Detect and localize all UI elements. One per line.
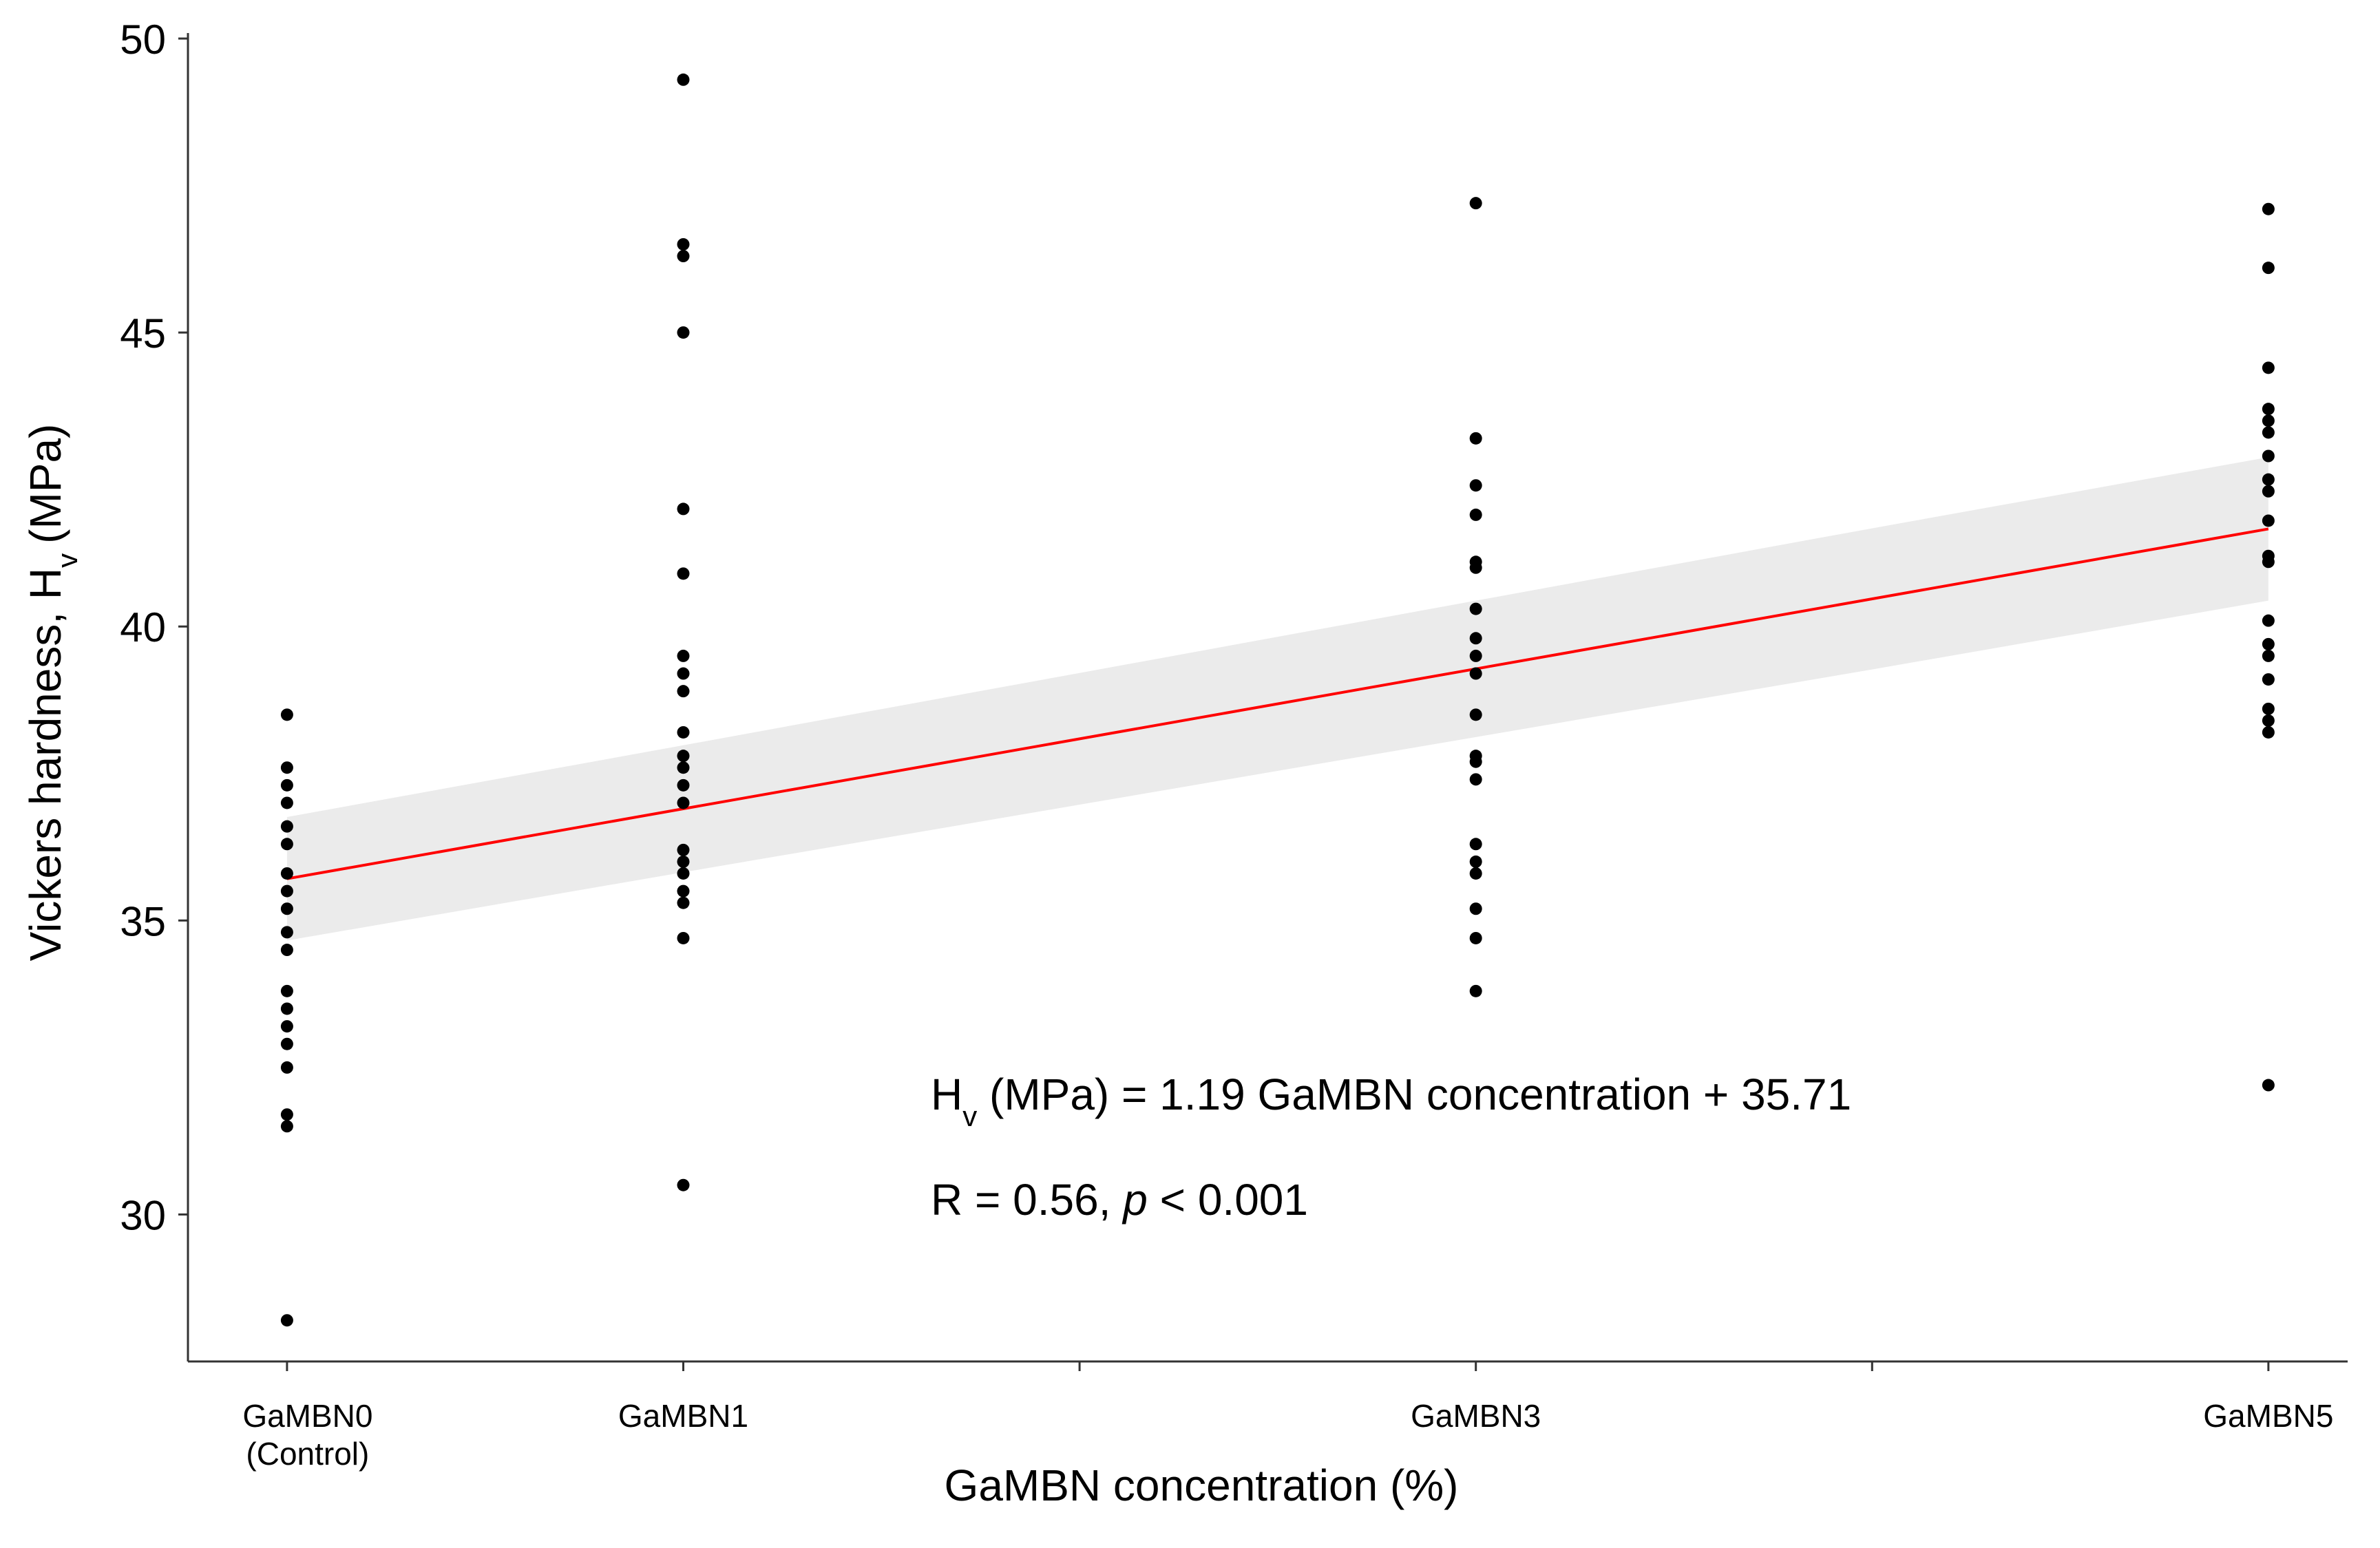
data-point: [2262, 262, 2275, 275]
data-point: [677, 796, 690, 809]
regression-line: [286, 527, 2269, 880]
x-category-label: GaMBN5: [2203, 1398, 2333, 1434]
data-point: [677, 667, 690, 680]
correlation-statistic: R = 0.56, p < 0.001: [931, 1175, 1308, 1224]
data-point: [280, 1108, 293, 1121]
y-tick-label: 45: [120, 310, 166, 357]
data-point: [1469, 708, 1482, 721]
data-point: [2262, 714, 2275, 727]
data-point: [2262, 473, 2275, 486]
y-axis-label: Vickers hardness, Hv(MPa): [21, 424, 83, 962]
data-point: [677, 567, 690, 580]
data-point: [2262, 514, 2275, 527]
data-point: [280, 926, 293, 939]
data-point: [677, 237, 690, 251]
data-point: [2262, 426, 2275, 439]
data-point: [1469, 931, 1482, 944]
y-tick-label: 35: [120, 898, 166, 944]
data-point: [2262, 637, 2275, 650]
data-point: [677, 725, 690, 739]
data-point: [1469, 867, 1482, 880]
data-point: [280, 838, 293, 851]
data-point: [677, 326, 690, 339]
regression-equation: Hv (MPa) = 1.19 GaMBN concentration + 35…: [931, 1070, 1851, 1132]
regression-line-layer: [286, 527, 2269, 880]
data-point: [280, 884, 293, 898]
data-point: [2262, 1079, 2275, 1092]
data-point: [1469, 632, 1482, 645]
data-point: [280, 944, 293, 957]
data-point: [677, 843, 690, 856]
data-point: [1469, 602, 1482, 615]
data-point: [2262, 555, 2275, 569]
data-point: [1469, 755, 1482, 768]
data-point: [2262, 614, 2275, 627]
data-point: [280, 1002, 293, 1015]
data-point: [1469, 902, 1482, 915]
data-point: [677, 750, 690, 763]
data-point: [2262, 673, 2275, 686]
x-category-label: GaMBN0: [242, 1398, 372, 1434]
data-point: [677, 250, 690, 263]
data-point: [280, 796, 293, 809]
data-point: [677, 778, 690, 792]
data-point: [677, 867, 690, 880]
data-point: [280, 1061, 293, 1074]
x-axis-label: GaMBN concentration (%): [945, 1461, 1459, 1510]
data-point: [280, 761, 293, 774]
data-point: [280, 1120, 293, 1133]
data-point: [677, 896, 690, 909]
data-point: [1469, 561, 1482, 574]
data-point: [2262, 403, 2275, 416]
data-point: [280, 867, 293, 880]
data-point: [1469, 479, 1482, 492]
y-tick-label: 30: [120, 1192, 166, 1238]
data-point: [280, 1020, 293, 1033]
data-point: [1469, 667, 1482, 680]
data-point: [2262, 449, 2275, 463]
data-point: [1469, 197, 1482, 210]
data-point: [1469, 432, 1482, 445]
data-point: [280, 902, 293, 915]
data-point: [677, 931, 690, 944]
data-point: [677, 1178, 690, 1191]
data-point: [1469, 838, 1482, 851]
data-point: [677, 884, 690, 898]
data-point: [280, 820, 293, 833]
data-point: [2262, 202, 2275, 215]
data-point: [280, 984, 293, 997]
data-point: [1469, 649, 1482, 662]
data-point: [2262, 361, 2275, 374]
data-point: [2262, 414, 2275, 427]
data-point: [2262, 702, 2275, 715]
y-tick-label: 40: [120, 604, 166, 650]
data-point: [677, 502, 690, 516]
data-point: [677, 855, 690, 868]
data-point: [2262, 649, 2275, 662]
data-point: [2262, 725, 2275, 739]
data-point: [677, 73, 690, 86]
data-point: [677, 685, 690, 698]
data-point: [280, 1037, 293, 1050]
confidence-band: [286, 457, 2268, 941]
x-category-label: GaMBN3: [1411, 1398, 1541, 1434]
data-point: [677, 761, 690, 774]
data-points-layer: [280, 73, 2275, 1327]
data-point: [1469, 984, 1482, 997]
data-point: [1469, 773, 1482, 786]
x-category-label: GaMBN1: [618, 1398, 748, 1434]
data-point: [1469, 508, 1482, 521]
y-tick-label: 50: [120, 17, 166, 63]
axes-layer: 30 35 40 45 50 GaMBN0(Control) GaMBN1 GaMBN3 GaM…: [120, 17, 2348, 1472]
data-point: [1469, 855, 1482, 868]
data-point: [280, 1314, 293, 1327]
data-point: [677, 649, 690, 662]
data-point: [280, 778, 293, 792]
x-category-sublabel: (Control): [246, 1436, 369, 1472]
data-point: [280, 708, 293, 721]
confidence-band-layer: [286, 457, 2268, 941]
data-point: [2262, 485, 2275, 498]
